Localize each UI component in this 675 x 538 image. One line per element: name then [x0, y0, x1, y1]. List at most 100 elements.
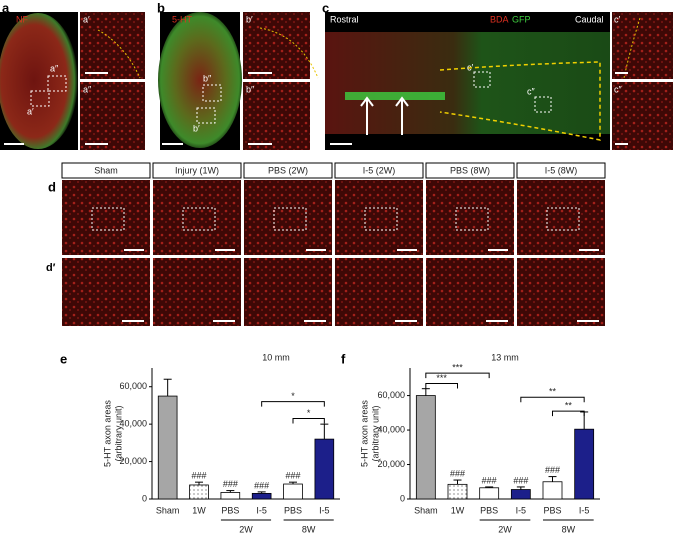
- column-header: [334, 162, 424, 179]
- bar: [251, 492, 272, 500]
- panel-letter: d: [48, 179, 56, 194]
- image: [62, 258, 150, 326]
- inset-label: b″: [246, 84, 255, 94]
- direction-label: Rostral: [330, 14, 359, 24]
- image: [612, 12, 673, 79]
- image: [335, 180, 423, 255]
- image: [345, 92, 445, 100]
- panel-letter: f: [341, 351, 346, 366]
- column-label: Sham: [94, 165, 118, 175]
- y-axis-label: (arbitrary unit): [113, 405, 123, 461]
- bar: [283, 483, 303, 500]
- stain-label: NF: [16, 14, 28, 24]
- image: [0, 13, 78, 149]
- border: [97, 29, 141, 79]
- roi-box: [364, 207, 398, 231]
- image: [80, 82, 145, 150]
- x-tick-label: 1W: [192, 505, 206, 515]
- panel-letter: a: [2, 0, 10, 15]
- roi-box: [91, 207, 125, 231]
- image: [426, 258, 514, 326]
- group-label: 2W: [239, 524, 253, 534]
- box-label: b″: [203, 73, 212, 83]
- y-tick-label: 40,000: [119, 419, 147, 429]
- roi-box: [473, 71, 491, 88]
- bar: [189, 484, 209, 500]
- x-tick-label: PBS: [480, 505, 498, 515]
- annotation: ###: [223, 479, 238, 489]
- annotation: ###: [450, 468, 465, 478]
- inset-label: a″: [83, 84, 92, 94]
- bar: [220, 492, 241, 500]
- image: [62, 180, 150, 255]
- significance-bracket: [425, 383, 458, 389]
- column-header: [425, 162, 515, 179]
- image: [80, 12, 145, 79]
- x-tick-label: Sham: [414, 505, 438, 515]
- annotation: ###: [191, 471, 206, 481]
- significance-label: *: [291, 391, 295, 401]
- roi-box: [182, 207, 216, 231]
- inset-label: a′: [83, 14, 90, 24]
- significance-label: *: [307, 408, 311, 418]
- x-tick-label: PBS: [284, 505, 302, 515]
- box-label: b′: [193, 123, 200, 133]
- x-tick-label: PBS: [221, 505, 239, 515]
- column-header: [243, 162, 333, 179]
- arrow: [360, 96, 374, 107]
- x-tick-label: I-5: [319, 505, 330, 515]
- panel-letter: b: [157, 0, 165, 15]
- bar: [542, 481, 563, 500]
- image: [158, 12, 242, 148]
- bar: [157, 395, 178, 500]
- x-tick-label: I-5: [516, 505, 527, 515]
- bar: [415, 395, 436, 500]
- column-header: [152, 162, 242, 179]
- panel-letter: c: [322, 0, 329, 15]
- y-axis-label: 5-HT axon areas: [102, 400, 112, 467]
- significance-bracket: [261, 401, 325, 407]
- column-header: [516, 162, 606, 179]
- y-tick-label: 60,000: [377, 390, 405, 400]
- roi-box: [546, 207, 580, 231]
- group-label: 2W: [498, 524, 512, 534]
- box-label: a″: [50, 63, 59, 73]
- image: [335, 258, 423, 326]
- x-tick-label: I-5: [579, 505, 590, 515]
- panel-d: d d′: [46, 179, 56, 273]
- x-tick-label: Sham: [156, 505, 180, 515]
- column-label: Injury (1W): [175, 165, 219, 175]
- significance-label: **: [565, 400, 573, 410]
- annotation: ###: [285, 471, 300, 481]
- inset-label: c″: [614, 84, 623, 94]
- image: [517, 258, 605, 326]
- image: [243, 82, 310, 150]
- roi-box: [47, 75, 67, 92]
- column-label: PBS (8W): [450, 165, 490, 175]
- significance-bracket: [425, 372, 490, 379]
- column-header: [61, 162, 151, 179]
- column-label: I-5 (8W): [545, 165, 578, 175]
- roi-box: [30, 90, 50, 107]
- y-tick-label: 0: [400, 493, 405, 503]
- image: [244, 180, 332, 255]
- chart-title: 13 mm: [491, 352, 519, 362]
- chart-title: 10 mm: [262, 352, 290, 362]
- x-tick-label: 1W: [451, 505, 465, 515]
- image: [517, 180, 605, 255]
- image: [426, 180, 514, 255]
- inset-label: c′: [614, 14, 621, 24]
- significance-bracket: [552, 410, 585, 417]
- significance-bracket: [520, 396, 585, 403]
- bar: [510, 489, 531, 500]
- x-tick-label: I-5: [256, 505, 267, 515]
- roi-box: [202, 84, 222, 102]
- stain-label: BDA: [490, 14, 509, 24]
- image: [612, 82, 673, 150]
- group-label: 8W: [562, 524, 576, 534]
- stain-label: 5-HT: [172, 14, 193, 24]
- significance-label: ***: [436, 373, 447, 383]
- y-tick-label: 20,000: [119, 456, 147, 466]
- bar: [314, 438, 335, 500]
- y-tick-label: 20,000: [377, 459, 405, 469]
